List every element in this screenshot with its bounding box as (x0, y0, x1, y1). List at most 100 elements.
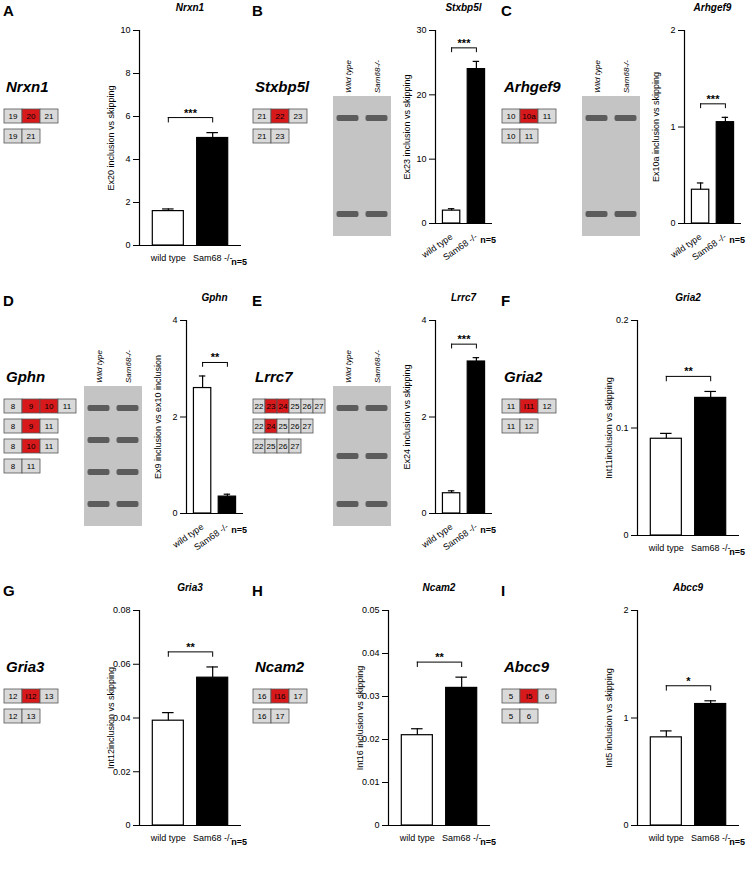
svg-text:Wild type: Wild type (95, 350, 104, 383)
svg-text:4: 4 (172, 315, 177, 325)
svg-text:*: * (686, 675, 691, 687)
svg-text:2: 2 (623, 605, 628, 615)
svg-text:0.05: 0.05 (362, 605, 380, 615)
svg-text:2: 2 (125, 197, 130, 207)
svg-text:11: 11 (45, 442, 54, 451)
svg-text:0: 0 (125, 820, 130, 830)
svg-text:8: 8 (125, 68, 130, 78)
svg-text:Sam68-/-: Sam68-/- (373, 60, 382, 93)
svg-text:4: 4 (125, 154, 130, 164)
svg-text:26: 26 (303, 402, 312, 411)
svg-text:Int11inclusion vs skipping: Int11inclusion vs skipping (604, 377, 614, 478)
svg-text:Wild type: Wild type (344, 60, 353, 93)
svg-text:11: 11 (27, 462, 36, 471)
svg-text:Ex24 inclusion vs skipping: Ex24 inclusion vs skipping (402, 364, 412, 469)
svg-text:11: 11 (525, 132, 534, 141)
svg-text:2: 2 (670, 25, 675, 35)
svg-text:16: 16 (258, 712, 267, 721)
svg-text:**: ** (186, 641, 195, 653)
svg-text:4: 4 (421, 315, 426, 325)
svg-text:5: 5 (509, 712, 514, 721)
svg-text:**: ** (435, 651, 444, 663)
svg-text:17: 17 (276, 712, 285, 721)
svg-text:25: 25 (279, 422, 288, 431)
svg-text:8: 8 (11, 442, 16, 451)
svg-text:1: 1 (670, 122, 675, 132)
svg-text:Sam68 -/-: Sam68 -/- (441, 522, 479, 553)
svg-text:23: 23 (294, 112, 303, 121)
svg-text:27: 27 (303, 422, 312, 431)
svg-text:I12: I12 (25, 692, 37, 701)
svg-text:**: ** (211, 351, 220, 363)
svg-text:9: 9 (29, 422, 34, 431)
svg-text:23: 23 (267, 402, 276, 411)
svg-text:Ex23 inclusion vs skipping: Ex23 inclusion vs skipping (402, 74, 412, 179)
svg-text:0.04: 0.04 (362, 648, 380, 658)
svg-text:0: 0 (623, 820, 628, 830)
svg-text:6: 6 (527, 712, 532, 721)
svg-text:11: 11 (63, 402, 72, 411)
svg-text:11: 11 (507, 402, 516, 411)
svg-text:0.2: 0.2 (616, 315, 629, 325)
svg-text:11: 11 (45, 422, 54, 431)
svg-text:Ex20 inclusion vs skipping: Ex20 inclusion vs skipping (106, 85, 116, 190)
svg-text:26: 26 (279, 442, 288, 451)
svg-text:22: 22 (255, 422, 264, 431)
svg-text:21: 21 (45, 112, 54, 121)
svg-text:0: 0 (623, 530, 628, 540)
svg-text:Sam68 -/-: Sam68 -/- (691, 543, 731, 553)
svg-text:19: 19 (9, 112, 18, 121)
svg-text:0: 0 (374, 820, 379, 830)
svg-text:25: 25 (291, 402, 300, 411)
svg-text:11: 11 (507, 422, 516, 431)
svg-text:23: 23 (276, 132, 285, 141)
svg-text:0.08: 0.08 (113, 605, 131, 615)
svg-text:8: 8 (11, 422, 16, 431)
svg-text:2: 2 (172, 412, 177, 422)
svg-text:8: 8 (11, 402, 16, 411)
svg-text:10: 10 (507, 132, 516, 141)
svg-text:10: 10 (45, 402, 54, 411)
svg-text:16: 16 (258, 692, 267, 701)
svg-text:Sam68-/-: Sam68-/- (373, 350, 382, 383)
svg-text:0.1: 0.1 (616, 423, 629, 433)
svg-text:25: 25 (267, 442, 276, 451)
svg-text:Wild type: Wild type (593, 60, 602, 93)
svg-text:8: 8 (11, 462, 16, 471)
svg-text:21: 21 (258, 112, 267, 121)
svg-text:0: 0 (670, 218, 675, 228)
svg-text:0: 0 (172, 508, 177, 518)
svg-text:***: *** (184, 107, 198, 119)
svg-text:wild type: wild type (648, 833, 684, 843)
svg-text:10: 10 (120, 25, 130, 35)
svg-text:12: 12 (525, 422, 534, 431)
svg-text:24: 24 (267, 422, 276, 431)
svg-text:***: *** (458, 37, 472, 49)
svg-text:30: 30 (416, 25, 426, 35)
svg-text:***: *** (707, 93, 721, 105)
svg-text:0: 0 (421, 218, 426, 228)
svg-text:26: 26 (291, 422, 300, 431)
svg-text:13: 13 (27, 712, 36, 721)
svg-text:12: 12 (543, 402, 552, 411)
svg-text:wild type: wild type (399, 833, 435, 843)
svg-text:Sam68 -/-: Sam68 -/- (690, 232, 728, 263)
svg-text:I5: I5 (526, 692, 533, 701)
svg-text:6: 6 (125, 111, 130, 121)
svg-text:Sam68 -/-: Sam68 -/- (193, 253, 233, 263)
svg-text:12: 12 (9, 692, 18, 701)
svg-text:24: 24 (279, 402, 288, 411)
svg-text:Sam68-/-: Sam68-/- (124, 350, 133, 383)
svg-text:Sam68 -/-: Sam68 -/- (441, 232, 479, 263)
svg-text:wild type: wild type (150, 833, 186, 843)
svg-text:wild type: wild type (648, 543, 684, 553)
svg-text:Sam68 -/-: Sam68 -/- (442, 833, 482, 843)
svg-text:Int16 inclusion vs skipping: Int16 inclusion vs skipping (355, 666, 365, 771)
svg-text:21: 21 (27, 132, 36, 141)
svg-text:wild type: wild type (150, 253, 186, 263)
svg-text:Sam68 -/-: Sam68 -/- (193, 833, 233, 843)
svg-text:Sam68-/-: Sam68-/- (622, 60, 631, 93)
svg-text:I16: I16 (274, 692, 286, 701)
svg-text:10: 10 (416, 154, 426, 164)
svg-text:20: 20 (27, 112, 36, 121)
